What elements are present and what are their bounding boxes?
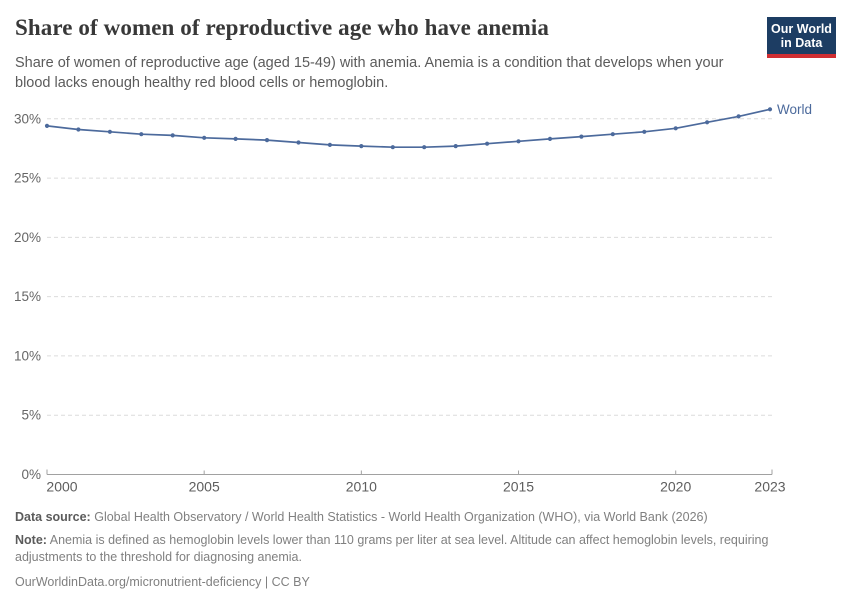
owid-logo-line1: Our World — [771, 22, 832, 36]
x-tick-label: 2020 — [660, 479, 691, 495]
data-point — [705, 120, 710, 125]
data-point — [233, 136, 238, 141]
note-label: Note: — [15, 533, 47, 547]
x-tick-label: 2023 — [754, 479, 785, 495]
data-source-text: Global Health Observatory / World Health… — [94, 510, 708, 524]
data-point — [327, 142, 332, 147]
data-point — [44, 123, 50, 128]
x-tick-label: 2000 — [46, 479, 77, 495]
data-source-label: Data source: — [15, 510, 91, 524]
data-point — [76, 127, 81, 132]
data-point — [610, 132, 615, 137]
data-point — [736, 114, 741, 119]
data-point — [579, 134, 584, 139]
x-tick-label: 2005 — [189, 479, 220, 495]
y-tick-label: 10% — [14, 348, 41, 363]
x-tick-label: 2015 — [503, 479, 534, 495]
y-tick-label: 0% — [21, 467, 41, 482]
world-series-label: World — [777, 102, 812, 117]
owid-logo-line2: in Data — [780, 36, 823, 50]
data-point — [453, 144, 458, 149]
y-tick-label: 15% — [14, 289, 41, 304]
data-point — [422, 145, 427, 150]
data-point — [547, 136, 553, 141]
data-point — [202, 135, 207, 140]
data-point — [516, 139, 521, 144]
data-point — [767, 107, 773, 112]
x-tick-label: 2010 — [346, 479, 377, 495]
note-line: Note: Anemia is defined as hemoglobin le… — [15, 532, 835, 566]
y-tick-label: 20% — [14, 230, 41, 245]
data-point — [296, 140, 301, 145]
data-source-line: Data source: Global Health Observatory /… — [15, 509, 835, 526]
world-line — [46, 108, 771, 149]
data-point — [264, 138, 270, 143]
chart-footer: Data source: Global Health Observatory /… — [15, 509, 835, 597]
data-point — [673, 126, 678, 131]
citation-link[interactable]: OurWorldinData.org/micronutrient-deficie… — [15, 575, 310, 589]
y-tick-label: 5% — [21, 408, 41, 423]
owid-logo: Our World in Data — [767, 17, 836, 58]
chart-subtitle: Share of women of reproductive age (aged… — [15, 55, 724, 91]
data-point — [107, 129, 112, 134]
y-tick-label: 30% — [14, 111, 41, 126]
data-point — [139, 132, 144, 137]
data-point — [485, 141, 490, 146]
data-point — [359, 144, 364, 149]
data-point — [642, 129, 647, 134]
page-title: Share of women of reproductive age who h… — [15, 15, 549, 40]
data-point — [390, 145, 395, 150]
y-tick-label: 25% — [14, 171, 41, 186]
note-text: Anemia is defined as hemoglobin levels l… — [15, 533, 769, 564]
data-point — [170, 133, 175, 138]
